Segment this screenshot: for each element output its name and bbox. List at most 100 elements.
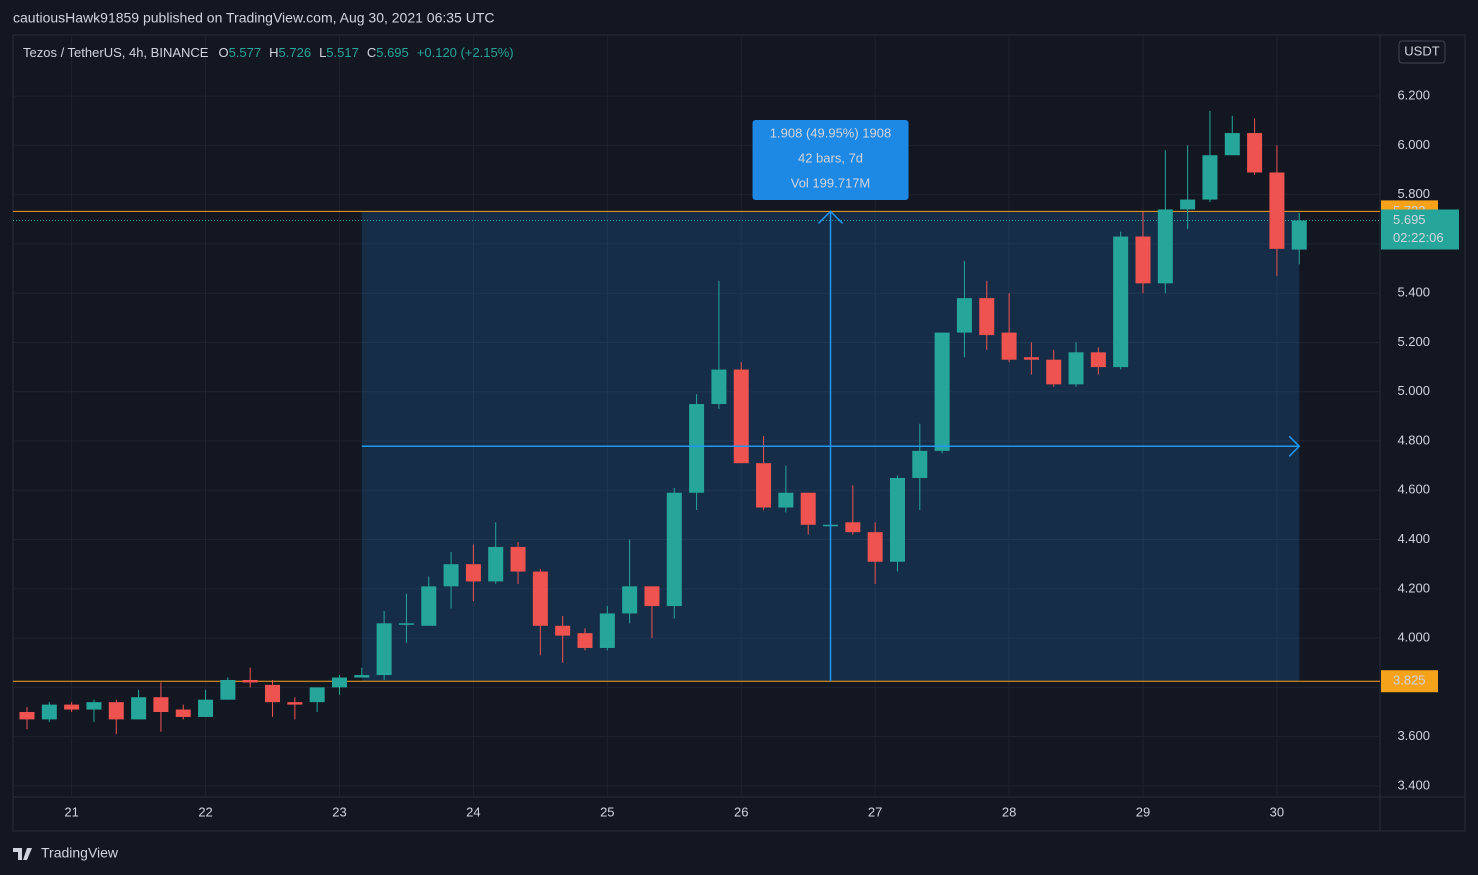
publisher: cautiousHawk91859 published on TradingVi… [13,10,495,26]
logo-icon [13,848,32,860]
y-tick-label: 4.400 [1397,531,1430,546]
candle-body [1068,352,1084,385]
x-tick-label: 30 [1270,804,1284,819]
y-tick-label: 3.400 [1397,777,1430,792]
x-tick-label: 28 [1002,804,1016,819]
candle-body [956,298,972,333]
candle-body [1157,209,1173,284]
y-tick-label: 4.600 [1397,482,1430,497]
candle-body [1269,172,1285,249]
range-info: 42 bars, 7d [798,150,863,165]
ohlc-key: O [218,45,228,60]
candle-body [398,623,414,625]
y-tick-label: 5.200 [1397,334,1430,349]
candle-body [153,697,169,713]
ohlc-key: H [269,45,278,60]
price-label: 3.825 [1393,673,1426,688]
currency: USDT [1404,43,1439,58]
candle-body [1090,352,1106,368]
candle-body [131,697,147,720]
range-arrow-up [817,210,844,224]
x-tick-label: 26 [734,804,748,819]
candle-body [1202,155,1218,200]
candle-body [309,687,325,703]
y-tick-label: 5.400 [1397,285,1430,300]
candle-body [666,492,682,607]
currency-badge [1398,40,1446,64]
x-tick-label: 23 [332,804,346,819]
x-tick-label: 29 [1136,804,1150,819]
candle-body [331,677,347,688]
x-tick-label: 27 [868,804,882,819]
y-tick-label: 5.800 [1397,186,1430,201]
x-tick-label: 22 [198,804,212,819]
last-price-label: 5.695 [1393,212,1426,227]
candle-body [644,586,660,607]
x-tick-label: 24 [466,804,480,819]
candle-body [265,684,281,703]
ohlc-value: 5.577 [229,45,262,60]
y-tick-label: 4.200 [1397,580,1430,595]
candle-body [465,564,481,582]
candle-body [421,586,437,626]
candle-body [198,699,214,717]
last-price-bg [1381,209,1459,250]
ohlc-key: L [319,45,326,60]
range-info-bg [752,120,909,200]
range-info: 1.908 (49.95%) 1908 [770,125,891,140]
candle-body [64,704,80,710]
candle-body [1113,236,1129,368]
candle-body [756,463,772,508]
candle-body [1046,359,1062,385]
candle-body [912,450,928,478]
y-tick-label: 4.800 [1397,432,1430,447]
candle-body [867,532,883,562]
candle-body [845,522,861,533]
y-tick-label: 4.000 [1397,630,1430,645]
candle-body [934,332,950,451]
candle-body [1135,236,1151,284]
ohlc-key: C [367,45,376,60]
ohlc-value: 5.726 [279,45,312,60]
candle-body [1023,357,1039,360]
candle-body [778,492,794,508]
candle-body [1247,133,1263,173]
candle-body [622,586,638,614]
candle-body [532,571,548,626]
candle-body [1001,332,1017,360]
symbol: Tezos / TetherUS, 4h, BINANCE [23,45,209,60]
candle-body [376,623,392,676]
candle-body [242,679,258,683]
candle-body [41,704,57,720]
candle-body [599,613,615,648]
plot-area [13,35,1380,797]
symbol-legend: Tezos / TetherUS, 4h, BINANCE O5.577 H5.72… [23,45,514,60]
candle-body [689,404,705,493]
candle-body [1180,199,1196,210]
countdown: 02:22:06 [1393,230,1444,245]
range-info: Vol 199.717M [791,175,871,190]
candle-body [175,709,191,717]
y-tick-label: 3.600 [1397,728,1430,743]
candle-body [19,712,35,720]
y-tick-label: 6.000 [1397,137,1430,152]
y-tick-label: 5.000 [1397,383,1430,398]
candle-body [354,675,370,678]
brand: TradingView [41,845,119,861]
ohlc-value: 5.517 [326,45,359,60]
candle-body [711,369,727,405]
candle-body [86,702,102,710]
candle-body [555,625,571,636]
candle-body [108,702,124,720]
candle-body [733,369,749,464]
candle-body [1291,220,1307,250]
price-label-bg [1381,670,1438,693]
range-arrow-right [1288,435,1301,457]
ohlc-value: 5.695 [376,45,409,60]
candle-body [889,477,905,562]
candle-body [443,564,459,587]
pane-border [12,34,1466,832]
x-tick-label: 25 [600,804,614,819]
candle-body [979,298,995,336]
